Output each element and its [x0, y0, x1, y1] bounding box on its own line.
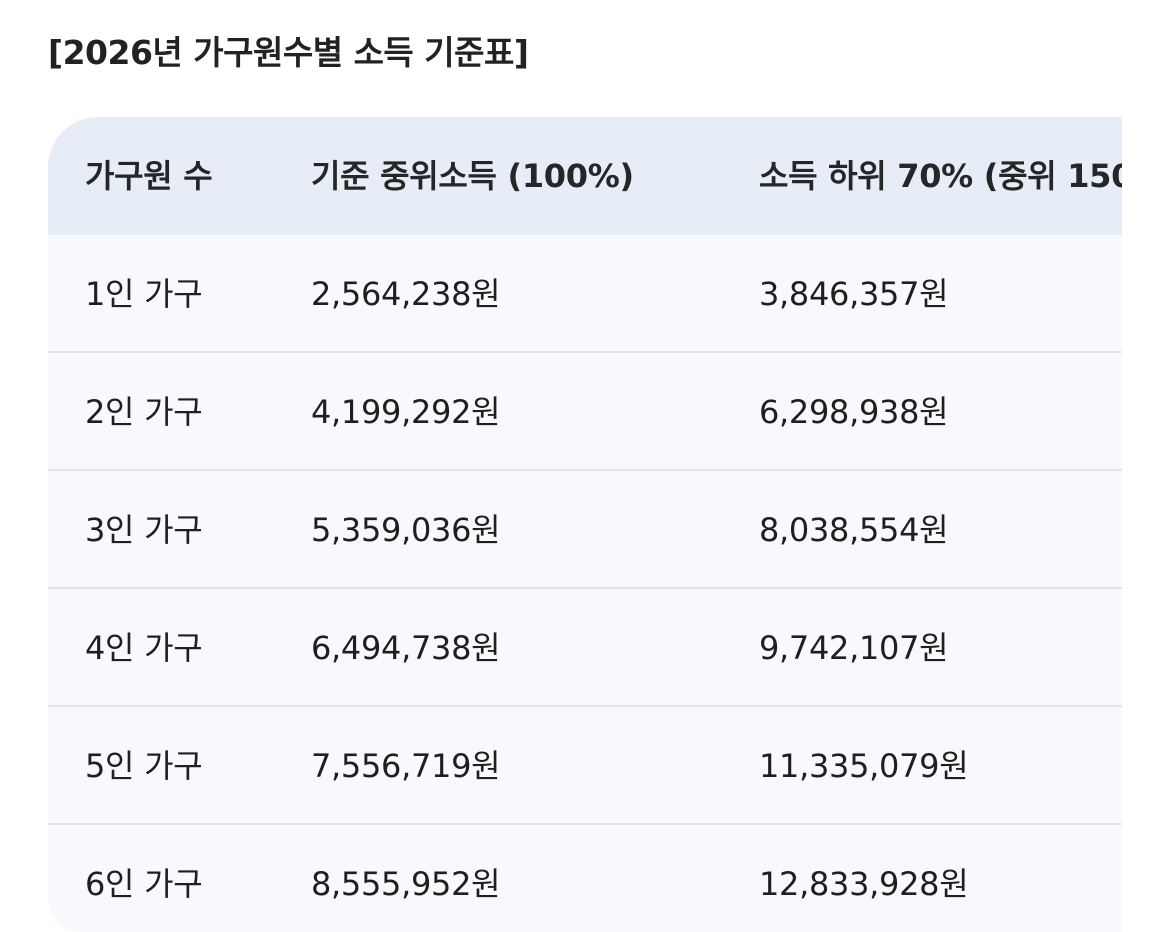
median-income-cell: 2,564,238원 [311, 275, 501, 313]
table-row: 5인 가구 7,556,719원 11,335,079원 [48, 707, 1122, 825]
table-row: 2인 가구 4,199,292원 6,298,938원 [48, 353, 1122, 471]
median-income-cell: 8,555,952원 [311, 865, 501, 903]
row-divider [48, 351, 1122, 353]
row-divider [48, 469, 1122, 471]
household-size-cell: 5인 가구 [85, 747, 203, 785]
median-income-cell: 6,494,738원 [311, 629, 501, 667]
header-median-income: 기준 중위소득 (100%) [311, 157, 634, 195]
table-row: 4인 가구 6,494,738원 9,742,107원 [48, 589, 1122, 707]
median-income-cell: 4,199,292원 [311, 393, 501, 431]
lower-70-income-cell: 12,833,928원 [759, 865, 969, 903]
table-row: 1인 가구 2,564,238원 3,846,357원 [48, 235, 1122, 353]
household-size-cell: 1인 가구 [85, 275, 203, 313]
header-lower-70-income: 소득 하위 70% (중위 150 [759, 157, 1122, 195]
median-income-cell: 7,556,719원 [311, 747, 501, 785]
table-row: 3인 가구 5,359,036원 8,038,554원 [48, 471, 1122, 589]
median-income-cell: 5,359,036원 [311, 511, 501, 549]
row-divider [48, 823, 1122, 825]
income-table: 가구원 수 기준 중위소득 (100%) 소득 하위 70% (중위 150 1… [48, 117, 1122, 932]
table-row: 6인 가구 8,555,952원 12,833,928원 [48, 825, 1122, 932]
lower-70-income-cell: 3,846,357원 [759, 275, 949, 313]
row-divider [48, 587, 1122, 589]
lower-70-income-cell: 8,038,554원 [759, 511, 949, 549]
lower-70-income-cell: 11,335,079원 [759, 747, 969, 785]
header-household-size: 가구원 수 [85, 157, 213, 195]
lower-70-income-cell: 6,298,938원 [759, 393, 949, 431]
household-size-cell: 4인 가구 [85, 629, 203, 667]
household-size-cell: 2인 가구 [85, 393, 203, 431]
household-size-cell: 3인 가구 [85, 511, 203, 549]
household-size-cell: 6인 가구 [85, 865, 203, 903]
row-divider [48, 705, 1122, 707]
page-title: [2026년 가구원수별 소득 기준표] [48, 33, 529, 72]
table-header: 가구원 수 기준 중위소득 (100%) 소득 하위 70% (중위 150 [48, 117, 1122, 235]
lower-70-income-cell: 9,742,107원 [759, 629, 949, 667]
